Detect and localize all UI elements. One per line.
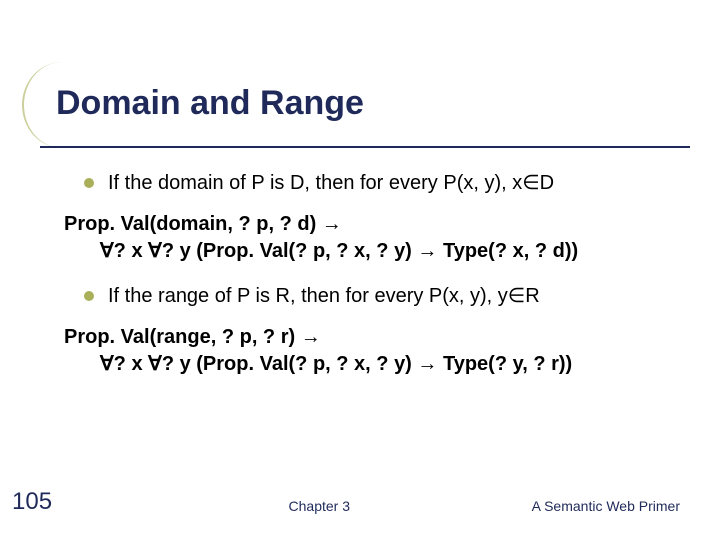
- slide-title: Domain and Range: [40, 84, 364, 123]
- formula-line: ∀? x ∀? y (Prop. Val(? p, ? x, ? y) → Ty…: [64, 238, 680, 265]
- bullet-text: If the range of P is R, then for every P…: [108, 283, 540, 310]
- slide: Domain and Range If the domain of P is D…: [0, 0, 720, 540]
- slide-content: If the domain of P is D, then for every …: [60, 170, 680, 396]
- formula-block: Prop. Val(domain, ? p, ? d) → ∀? x ∀? y …: [64, 211, 680, 265]
- formula-block: Prop. Val(range, ? p, ? r) → ∀? x ∀? y (…: [64, 324, 680, 378]
- footer-chapter: Chapter 3: [0, 498, 360, 514]
- bullet-icon: [84, 291, 94, 301]
- title-underline: [40, 146, 690, 148]
- bullet-icon: [84, 178, 94, 188]
- formula-line: ∀? x ∀? y (Prop. Val(? p, ? x, ? y) → Ty…: [64, 351, 680, 378]
- formula-line: Prop. Val(range, ? p, ? r) →: [64, 324, 680, 351]
- bullet-item: If the range of P is R, then for every P…: [84, 283, 680, 310]
- bullet-item: If the domain of P is D, then for every …: [84, 170, 680, 197]
- formula-line: Prop. Val(domain, ? p, ? d) →: [64, 211, 680, 238]
- bullet-text: If the domain of P is D, then for every …: [108, 170, 554, 197]
- footer-book-title: A Semantic Web Primer: [532, 498, 680, 514]
- title-region: Domain and Range: [40, 58, 680, 148]
